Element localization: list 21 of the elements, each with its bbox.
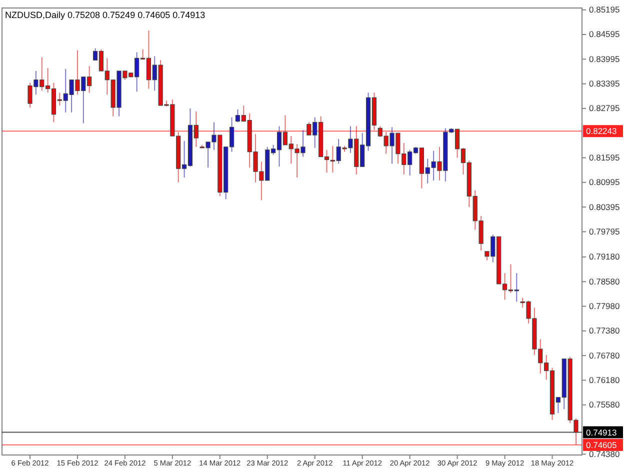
y-tick-label: 0.78580 [589,276,620,286]
y-tick-label: 0.84595 [589,29,620,40]
y-tick-label: 0.77380 [589,326,620,336]
y-tick-label: 0.76180 [589,374,620,385]
y-tick-label: 0.75580 [589,400,620,410]
ref-line-label: 0.74605 [586,440,617,450]
y-tick-label: 0.76780 [589,350,620,360]
ref-line-label: 0.74913 [586,427,617,438]
y-tick-label: 0.79180 [589,252,620,262]
y-tick-label: 0.85195 [589,4,620,15]
y-tick-label: 0.83395 [589,78,620,89]
y-tick-label: 0.79795 [589,226,620,236]
y-tick-label: 0.74380 [589,448,620,459]
chart-title: NZDUSD,Daily 0.75208 0.75249 0.74605 0.74913 [5,10,206,20]
y-tick-label: 0.83995 [589,54,620,64]
ref-line-label: 0.82243 [586,126,617,136]
y-tick-label: 0.77980 [589,300,620,311]
y-tick-label: 0.80995 [589,177,620,188]
y-tick-label: 0.80395 [589,202,620,212]
y-tick-label: 0.81595 [589,152,620,162]
y-tick-label: 0.82795 [589,103,620,114]
